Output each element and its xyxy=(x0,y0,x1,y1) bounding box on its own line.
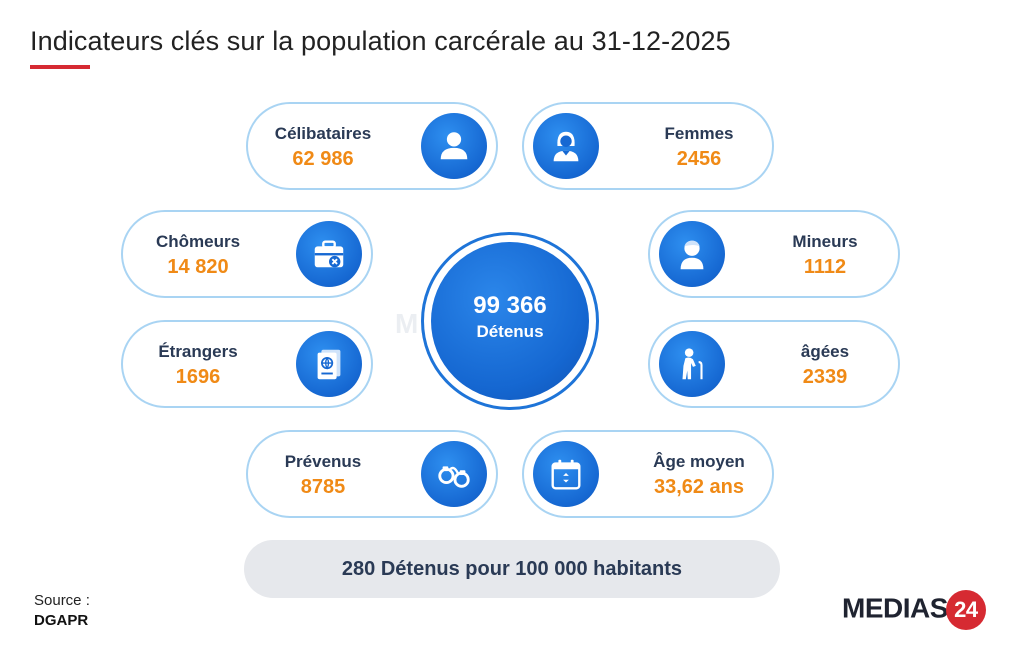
briefcase-icon xyxy=(296,221,362,287)
incarceration-rate: 280 Détenus pour 100 000 habitants xyxy=(244,540,780,598)
page-title: Indicateurs clés sur la population carcé… xyxy=(30,26,731,56)
card-label: Célibataires xyxy=(274,124,372,143)
card-label: Étrangers xyxy=(158,342,238,361)
card-chomeurs: Chômeurs 14 820 xyxy=(121,210,373,298)
logo-number: 24 xyxy=(945,590,986,630)
child-icon xyxy=(659,221,725,287)
card-label: Prévenus xyxy=(284,452,362,471)
center-total: 99 366 Détenus xyxy=(431,242,589,400)
card-mineurs: Mineurs 1112 xyxy=(648,210,900,298)
card-age-moyen: Âge moyen 33,62 ans xyxy=(522,430,774,518)
medias24-logo: MEDIAS 24 xyxy=(842,590,1002,634)
calendar-icon xyxy=(533,441,599,507)
card-label: âgées xyxy=(800,342,850,361)
card-value: 33,62 ans xyxy=(653,476,745,498)
user-icon xyxy=(421,113,487,179)
card-label: Âge moyen xyxy=(653,452,745,471)
card-value: 2456 xyxy=(676,148,722,170)
passport-icon xyxy=(296,331,362,397)
card-value: 2339 xyxy=(802,366,848,388)
card-value: 62 986 xyxy=(292,148,354,170)
total-value: 99 366 xyxy=(473,292,547,319)
card-label: Mineurs xyxy=(792,232,858,251)
card-prevenus: Prévenus 8785 xyxy=(246,430,498,518)
source-label: Source : xyxy=(34,592,90,609)
card-label: Femmes xyxy=(664,124,734,143)
card-femmes: Femmes 2456 xyxy=(522,102,774,190)
source-value: DGAPR xyxy=(34,612,89,629)
card-celibataires: Célibataires 62 986 xyxy=(246,102,498,190)
card-value: 8785 xyxy=(300,476,346,498)
card-value: 1696 xyxy=(175,366,221,388)
total-label: Détenus xyxy=(476,322,544,341)
card-etrangers: Étrangers 1696 xyxy=(121,320,373,408)
logo-text: MEDIAS xyxy=(842,592,948,624)
card-value: 14 820 xyxy=(167,256,229,278)
elderly-icon xyxy=(659,331,725,397)
handcuffs-icon xyxy=(421,441,487,507)
title-underline xyxy=(30,65,90,69)
woman-icon xyxy=(533,113,599,179)
card-agees: âgées 2339 xyxy=(648,320,900,408)
card-label: Chômeurs xyxy=(155,232,241,251)
card-value: 1112 xyxy=(803,256,847,278)
